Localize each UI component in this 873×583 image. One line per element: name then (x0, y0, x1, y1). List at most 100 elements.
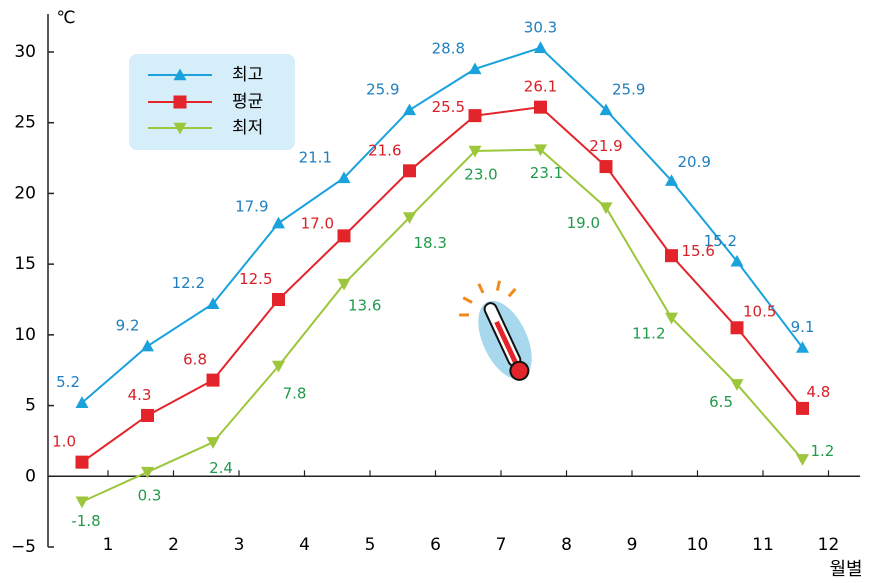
x-tick-label: 11 (752, 535, 774, 555)
data-label: 11.2 (632, 324, 665, 342)
marker (468, 62, 482, 75)
marker (403, 212, 416, 224)
legend-label: 최저 (232, 118, 263, 138)
data-label: 21.9 (589, 137, 622, 155)
marker (468, 109, 482, 123)
data-label: 4.8 (807, 383, 831, 401)
marker (75, 396, 89, 408)
y-tick-label: 10 (14, 325, 36, 345)
marker (534, 100, 547, 114)
marker (665, 174, 678, 186)
marker (665, 249, 678, 263)
marker (75, 496, 89, 509)
data-label: 30.3 (524, 18, 557, 36)
legend-label: 평균 (232, 92, 263, 112)
data-label: 5.2 (56, 373, 80, 391)
data-label: 25.5 (432, 98, 465, 116)
marker (796, 401, 809, 415)
x-tick-label: 8 (561, 535, 572, 555)
data-label: 28.8 (432, 39, 465, 57)
y-tick-label: 5 (25, 396, 36, 416)
data-label: 15.6 (682, 242, 715, 260)
legend-marker (173, 95, 187, 109)
marker (796, 341, 809, 353)
marker (75, 455, 89, 469)
x-tick-label: 7 (496, 535, 507, 555)
data-label: 4.3 (128, 386, 152, 404)
x-tick-label: 9 (627, 535, 638, 555)
y-tick-label: 15 (14, 254, 36, 274)
marker (599, 202, 613, 215)
legend-marker (173, 68, 187, 81)
data-label: 2.4 (209, 459, 233, 477)
marker (796, 454, 809, 466)
marker (337, 278, 351, 291)
data-label: 7.8 (283, 384, 307, 402)
data-label: 23.1 (530, 164, 563, 182)
marker (403, 164, 416, 178)
marker (403, 103, 416, 116)
marker (272, 293, 285, 306)
y-axis-label: ℃ (56, 8, 75, 28)
data-label: 21.6 (368, 141, 401, 159)
marker (534, 41, 547, 53)
marker (206, 373, 220, 387)
data-label: 10.5 (743, 302, 776, 320)
legend-label: 최고 (232, 65, 263, 85)
data-label: 1.0 (52, 433, 76, 451)
data-label: 9.1 (791, 318, 815, 336)
data-label: 25.9 (366, 80, 399, 98)
marker (141, 408, 154, 422)
x-tick-label: 12 (818, 535, 840, 555)
y-tick-label: 25 (14, 113, 36, 133)
marker (272, 216, 285, 229)
marker (337, 171, 351, 184)
data-label: 15.2 (704, 232, 737, 250)
y-tick-label: 0 (25, 466, 36, 486)
y-tick-label: 30 (14, 42, 36, 62)
legend-marker (173, 122, 187, 135)
marker (206, 437, 220, 449)
marker (534, 144, 547, 157)
data-label: 12.5 (239, 270, 272, 288)
data-label: 20.9 (678, 153, 711, 171)
marker (468, 145, 482, 158)
line (81, 106, 804, 463)
x-tick-label: 4 (299, 535, 310, 555)
data-label: 12.2 (172, 274, 205, 292)
thermometer-icon (459, 280, 532, 381)
data-label: 17.0 (301, 214, 334, 232)
data-label: 23.0 (464, 166, 497, 184)
data-label: 6.8 (183, 351, 207, 369)
x-tick-label: 2 (168, 535, 179, 555)
data-label: 26.1 (524, 78, 557, 96)
x-tick-label: 3 (234, 535, 245, 555)
marker (665, 312, 678, 325)
data-label: -1.8 (71, 512, 100, 530)
marker (337, 229, 351, 243)
marker (730, 321, 744, 335)
marker (730, 379, 744, 391)
marker (141, 339, 154, 352)
data-label: 21.1 (299, 148, 332, 166)
line (81, 46, 804, 404)
x-tick-label: 5 (365, 535, 376, 555)
data-label: 25.9 (612, 80, 645, 98)
marker (141, 466, 154, 479)
x-axis-label: 월별 (829, 559, 862, 580)
marker (599, 103, 613, 116)
data-label: 1.2 (811, 442, 835, 460)
marker (599, 160, 613, 174)
marker (272, 360, 285, 373)
x-tick-label: 10 (687, 535, 709, 555)
y-tick-label: 20 (14, 183, 36, 203)
data-label: 6.5 (709, 393, 733, 411)
data-label: 0.3 (138, 487, 162, 505)
data-label: 17.9 (235, 198, 268, 216)
data-label: 13.6 (348, 296, 381, 314)
data-label: 18.3 (414, 234, 447, 252)
marker (730, 254, 744, 267)
data-label: 9.2 (116, 317, 140, 335)
marker (206, 297, 220, 309)
